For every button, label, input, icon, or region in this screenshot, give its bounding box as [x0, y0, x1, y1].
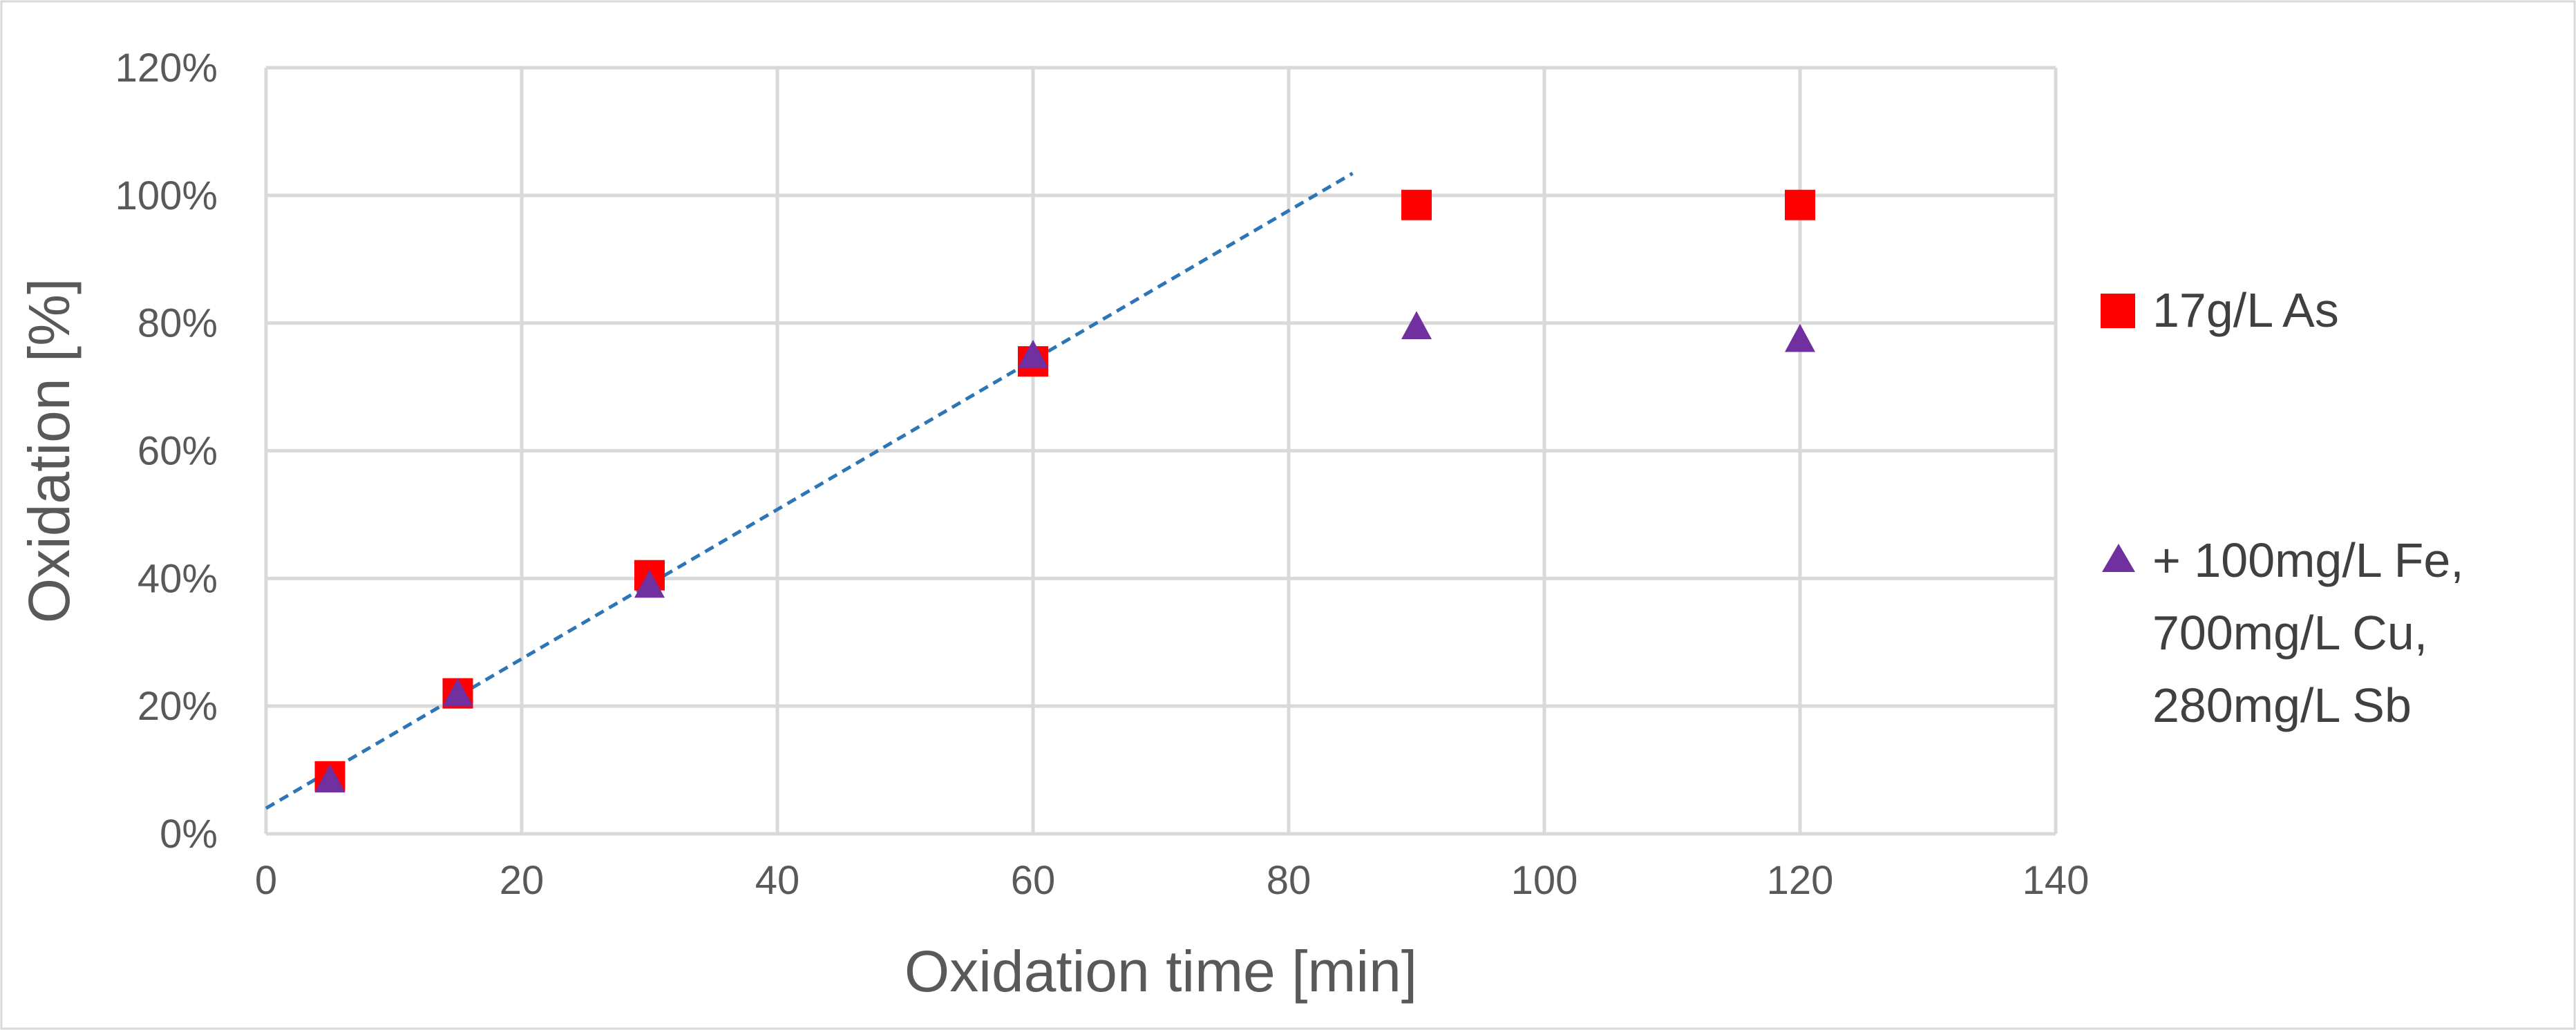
y-tick-label: 0% [160, 812, 218, 857]
x-tick-label: 120 [1767, 858, 1834, 903]
legend: 17g/L As + 100mg/L Fe, 700mg/L Cu, 280mg… [2101, 283, 2464, 732]
legend-item-as: 17g/L As [2101, 283, 2339, 337]
x-tick-label: 100 [1511, 858, 1578, 903]
data-point-triangle [442, 678, 473, 707]
data-point-triangle [1018, 339, 1048, 368]
x-tick-label: 40 [755, 858, 800, 903]
legend-square-marker [2101, 294, 2135, 328]
x-tick-label: 60 [1011, 858, 1056, 903]
legend-triangle-marker [2102, 544, 2135, 572]
y-tick-label: 20% [138, 684, 218, 729]
tick-labels: 0% 20% 40% 60% 80% 100% 120% 0 20 40 60 80 100 120 140 [115, 46, 2090, 903]
data-point-triangle [1401, 311, 1432, 339]
legend-label-additives-line-1: + 100mg/L Fe, [2152, 533, 2464, 587]
data-point-square [1401, 189, 1432, 220]
data-point-triangle [634, 569, 665, 598]
data-marks [314, 189, 1815, 793]
data-point-triangle [1785, 323, 1815, 352]
legend-label-additives-line-2: 700mg/L Cu, [2152, 606, 2427, 660]
y-tick-label: 40% [138, 556, 218, 601]
y-tick-label: 120% [115, 46, 218, 90]
y-tick-label: 100% [115, 173, 218, 218]
data-point-square [1785, 189, 1815, 220]
x-tick-label: 20 [500, 858, 544, 903]
y-axis-title: Oxidation [%] [17, 278, 82, 624]
legend-label-as: 17g/L As [2152, 283, 2339, 337]
x-tick-label: 0 [255, 858, 277, 903]
data-point-triangle [314, 764, 345, 793]
y-tick-label: 80% [138, 301, 218, 346]
x-tick-label: 80 [1267, 858, 1311, 903]
y-tick-label: 60% [138, 429, 218, 474]
legend-item-additives: + 100mg/L Fe, 700mg/L Cu, 280mg/L Sb [2102, 533, 2464, 732]
legend-label-additives-line-3: 280mg/L Sb [2152, 678, 2412, 732]
x-axis-title: Oxidation time [min] [905, 939, 1417, 1004]
x-tick-label: 140 [2023, 858, 2090, 903]
